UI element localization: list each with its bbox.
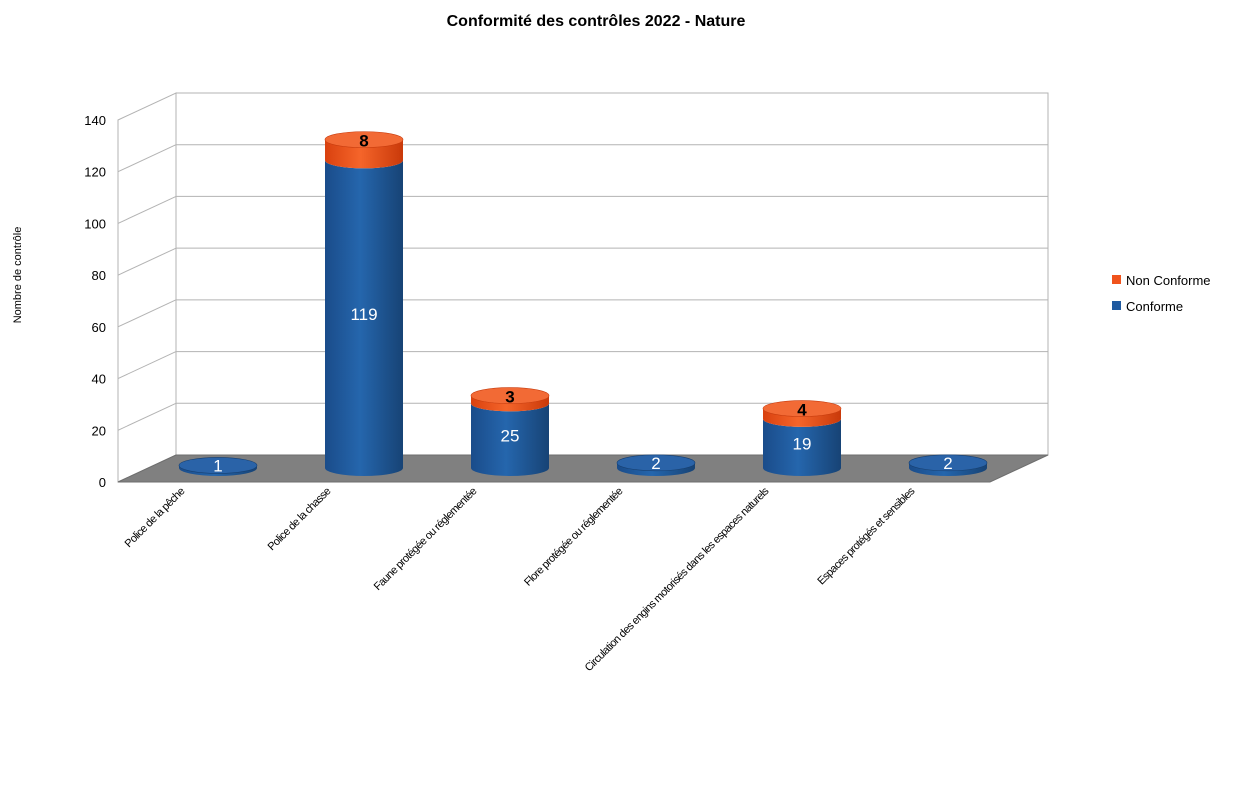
data-label-conforme: 25 bbox=[501, 427, 520, 446]
y-axis-title: Nombre de contrôle bbox=[12, 227, 24, 324]
bar-non-conforme-top bbox=[470, 387, 550, 404]
y-tick-label: 20 bbox=[92, 423, 106, 438]
side-wall bbox=[117, 92, 177, 483]
legend: Non Conforme Conforme bbox=[1112, 273, 1211, 314]
x-tick-label: Espaces protégés et sensibles bbox=[815, 485, 917, 587]
y-tick-label: 0 bbox=[99, 475, 106, 490]
back-wall bbox=[175, 92, 1049, 456]
bar-non-conforme bbox=[471, 395, 549, 412]
bar-non-conforme bbox=[763, 408, 841, 427]
legend-label-non-conforme: Non Conforme bbox=[1126, 273, 1211, 288]
bars: 1 119 8 25 3 2 19 4 2 bbox=[178, 131, 988, 477]
data-label-non-conforme: 8 bbox=[359, 132, 368, 151]
x-tick-label: Circulation des engins motorisés dans le… bbox=[583, 485, 772, 674]
data-label-non-conforme: 4 bbox=[797, 401, 807, 420]
data-label-conforme: 2 bbox=[651, 454, 660, 473]
gridline bbox=[117, 299, 177, 328]
gridline bbox=[117, 247, 177, 276]
y-tick-label: 40 bbox=[92, 372, 106, 387]
legend-label-conforme: Conforme bbox=[1126, 299, 1183, 314]
x-tick-label: Police de la pêche bbox=[123, 485, 188, 550]
y-tick-label: 120 bbox=[84, 165, 106, 180]
bar-conforme-top bbox=[616, 454, 696, 472]
y-tick-label: 140 bbox=[84, 113, 106, 128]
floor bbox=[117, 454, 1049, 483]
bar-conforme-top bbox=[908, 454, 988, 472]
bar-conforme-top bbox=[178, 457, 258, 474]
x-tick-label: Flore protégée ou réglementée bbox=[522, 485, 625, 588]
x-tick-label: Faune protégée ou réglementée bbox=[372, 485, 480, 593]
data-label-conforme: 1 bbox=[213, 456, 222, 475]
x-tick-label: Police de la chasse bbox=[266, 485, 334, 553]
legend-swatch-non-conforme bbox=[1112, 275, 1121, 284]
data-label-non-conforme: 3 bbox=[505, 388, 514, 407]
gridline bbox=[117, 402, 177, 431]
data-label-conforme: 19 bbox=[793, 434, 812, 453]
y-tick-label: 60 bbox=[92, 320, 106, 335]
bar-non-conforme-top bbox=[762, 400, 842, 417]
category-labels: Police de la pêche Police de la chasse Fau… bbox=[123, 485, 918, 674]
bar-conforme bbox=[471, 403, 549, 476]
y-tick-label: 80 bbox=[92, 268, 106, 283]
bar-conforme bbox=[763, 418, 841, 476]
gridline bbox=[117, 351, 177, 380]
bar-conforme bbox=[909, 462, 987, 476]
gridline bbox=[117, 195, 177, 224]
bar-conforme bbox=[325, 160, 403, 477]
legend-swatch-conforme bbox=[1112, 301, 1121, 310]
bar-non-conforme-top bbox=[324, 131, 404, 148]
bar-conforme bbox=[617, 462, 695, 476]
gridlines bbox=[117, 144, 1048, 431]
bar-conforme bbox=[179, 465, 257, 476]
data-label-conforme: 119 bbox=[350, 305, 377, 324]
y-axis-ticks: 0 20 40 60 80 100 120 140 bbox=[84, 113, 106, 490]
gridline bbox=[117, 144, 177, 173]
y-tick-label: 100 bbox=[84, 216, 106, 231]
chart-title: Conformité des contrôles 2022 - Nature bbox=[447, 13, 746, 30]
data-label-conforme: 2 bbox=[943, 454, 952, 473]
